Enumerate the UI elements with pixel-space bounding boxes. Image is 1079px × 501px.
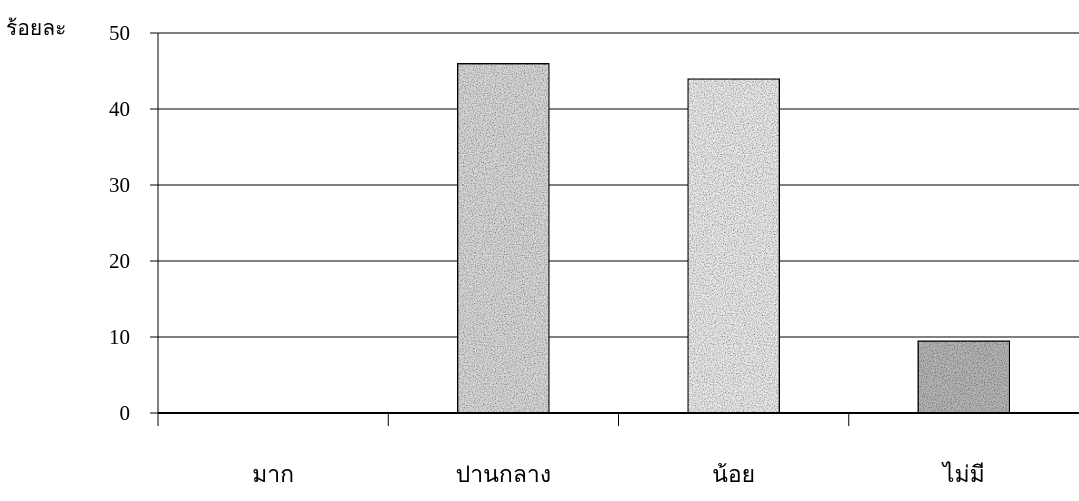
axes [150, 32, 1079, 426]
y-tick-label: 20 [109, 249, 130, 273]
y-tick-label: 40 [109, 97, 130, 121]
x-tick-label: ปานกลาง [456, 462, 551, 487]
y-tick-label: 10 [109, 325, 130, 349]
y-tick-label: 50 [109, 21, 130, 45]
y-tick-label: 0 [120, 401, 131, 425]
bar-3 [686, 77, 781, 414]
bar-2 [456, 62, 551, 415]
x-tick-label: มาก [252, 462, 294, 487]
x-tick-label: น้อย [712, 462, 755, 487]
y-tick-label: 30 [109, 173, 130, 197]
bar-4 [916, 339, 1011, 414]
axis-labels: 0 10 20 30 40 50 มาก ปานกลาง น้อย ไม่มี [109, 21, 985, 487]
y-axis-title: ร้อยละ [6, 16, 66, 40]
x-tick-label: ไม่มี [941, 461, 985, 487]
bars [456, 62, 1011, 415]
gridlines [158, 32, 1079, 338]
